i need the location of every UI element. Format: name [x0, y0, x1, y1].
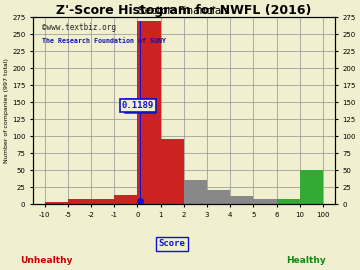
Bar [230, 196, 253, 204]
Bar [114, 194, 138, 204]
Text: 0.1189: 0.1189 [122, 101, 154, 110]
Bar [140, 21, 141, 204]
Bar [91, 199, 114, 204]
Bar [300, 170, 323, 204]
Title: Z'-Score Histogram for NWFL (2016): Z'-Score Histogram for NWFL (2016) [56, 4, 311, 17]
Bar [277, 199, 300, 204]
Bar [68, 199, 91, 204]
Text: The Research Foundation of SUNY: The Research Foundation of SUNY [42, 38, 166, 44]
Text: Score: Score [159, 239, 186, 248]
Bar [45, 202, 68, 204]
Bar [207, 190, 230, 204]
Bar [184, 180, 207, 204]
Text: Healthy: Healthy [286, 256, 326, 265]
Bar [253, 199, 277, 204]
Text: Unhealthy: Unhealthy [21, 256, 73, 265]
Text: Sector: Financials: Sector: Financials [138, 6, 230, 16]
Bar [138, 21, 161, 204]
Bar [161, 140, 184, 204]
Text: ©www.textbiz.org: ©www.textbiz.org [42, 23, 116, 32]
Y-axis label: Number of companies (997 total): Number of companies (997 total) [4, 58, 9, 163]
